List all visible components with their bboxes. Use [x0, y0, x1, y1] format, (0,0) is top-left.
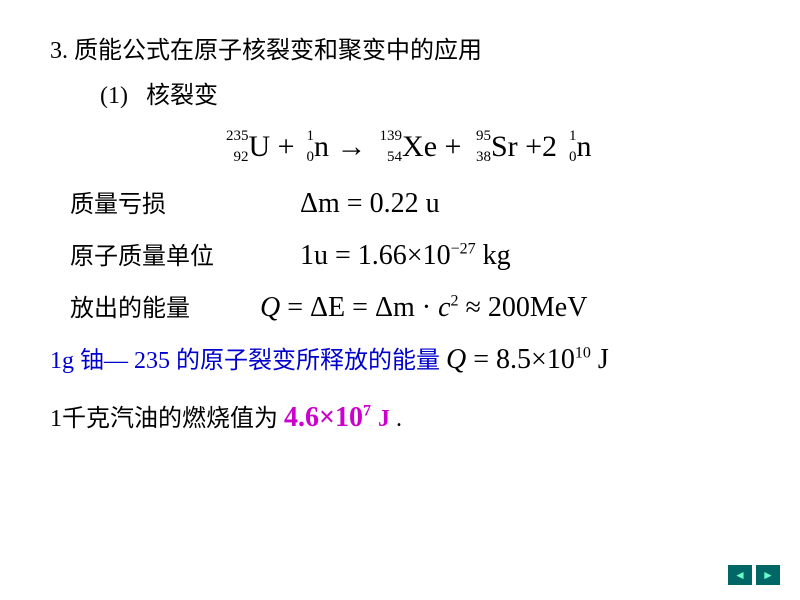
n2-atomic: 0	[569, 149, 577, 166]
u-atomic: 92	[233, 149, 248, 166]
sum2-post: .	[396, 406, 402, 432]
n2-mass: 1	[569, 128, 577, 145]
n2-symbol: n	[577, 130, 592, 163]
summary-1: 1g 铀— 235 的原子裂变所释放的能量 Q = 8.5×1010 J	[50, 340, 760, 376]
sum1-pre: 1g 铀— 235 的原子裂变所释放的能量	[50, 348, 440, 374]
sum2-pre: 1千克汽油的燃烧值为	[50, 406, 278, 432]
energy-row: 放出的能量 Q = ΔE = Δm · c2 ≈ 200MeV	[50, 288, 760, 324]
sr-mass: 95	[476, 128, 491, 145]
amu-coef: 1.66	[358, 240, 407, 271]
sum1-exp: 10	[575, 345, 591, 362]
u-mass: 235	[226, 128, 249, 145]
dm-eq: =	[347, 188, 363, 219]
coeff-n: 2	[542, 130, 557, 163]
c-sym: c	[438, 292, 450, 323]
xe-symbol: Xe	[402, 130, 437, 163]
page-title: 3. 质能公式在原子核裂变和聚变中的应用	[50, 30, 760, 65]
sum2-coef: 4.6	[284, 402, 319, 433]
dm-lhs: Δm	[300, 188, 340, 219]
section-name: 核裂变	[146, 83, 218, 109]
approx: ≈	[466, 292, 481, 323]
section-heading: (1) 核裂变	[100, 75, 760, 110]
amu-eq: =	[335, 240, 351, 271]
sum1-eq: =	[473, 344, 489, 375]
sum1-coef: 8.5	[496, 344, 531, 375]
q-sym: Q	[260, 292, 280, 323]
sr-symbol: Sr	[491, 130, 518, 163]
amu-lhs: 1u	[300, 240, 328, 271]
e-unit: MeV	[530, 292, 588, 323]
c-pow: 2	[451, 293, 459, 310]
nav-prev-button[interactable]: ◄	[728, 565, 752, 585]
fission-equation: 235 92 U + 1 0 n → 139 54 Xe + 95 38 Sr …	[50, 130, 760, 164]
n1-symbol: n	[314, 130, 329, 163]
n1-mass: 1	[307, 128, 315, 145]
mass-defect-label: 质量亏损	[70, 184, 260, 219]
section-num: (1)	[100, 83, 128, 109]
dm2-sym: Δm	[375, 292, 415, 323]
nav-next-button[interactable]: ►	[756, 565, 780, 585]
mass-defect-row: 质量亏损 Δm = 0.22 u	[50, 184, 760, 220]
amu-label: 原子质量单位	[70, 236, 260, 271]
sum2-exp: 7	[363, 403, 371, 420]
sum1-unit: J	[598, 344, 609, 375]
summary-2: 1千克汽油的燃烧值为 4.6×107 J .	[50, 398, 760, 434]
xe-atomic: 54	[387, 149, 402, 166]
xe-mass: 139	[380, 128, 403, 145]
amu-unit: kg	[483, 240, 511, 271]
sr-atomic: 38	[476, 149, 491, 166]
de-sym: ΔE	[310, 292, 345, 323]
e-val: 200	[488, 292, 530, 323]
sum2-unit: J	[378, 406, 390, 432]
nav-controls: ◄ ►	[728, 565, 780, 585]
u-symbol: U	[248, 130, 270, 163]
energy-label: 放出的能量	[70, 288, 260, 323]
amu-row: 原子质量单位 1u = 1.66×10−27 kg	[50, 236, 760, 272]
n1-atomic: 0	[307, 149, 315, 166]
sum1-q: Q	[446, 344, 466, 375]
dm-rhs: 0.22 u	[370, 188, 440, 219]
amu-exp: −27	[451, 241, 476, 258]
